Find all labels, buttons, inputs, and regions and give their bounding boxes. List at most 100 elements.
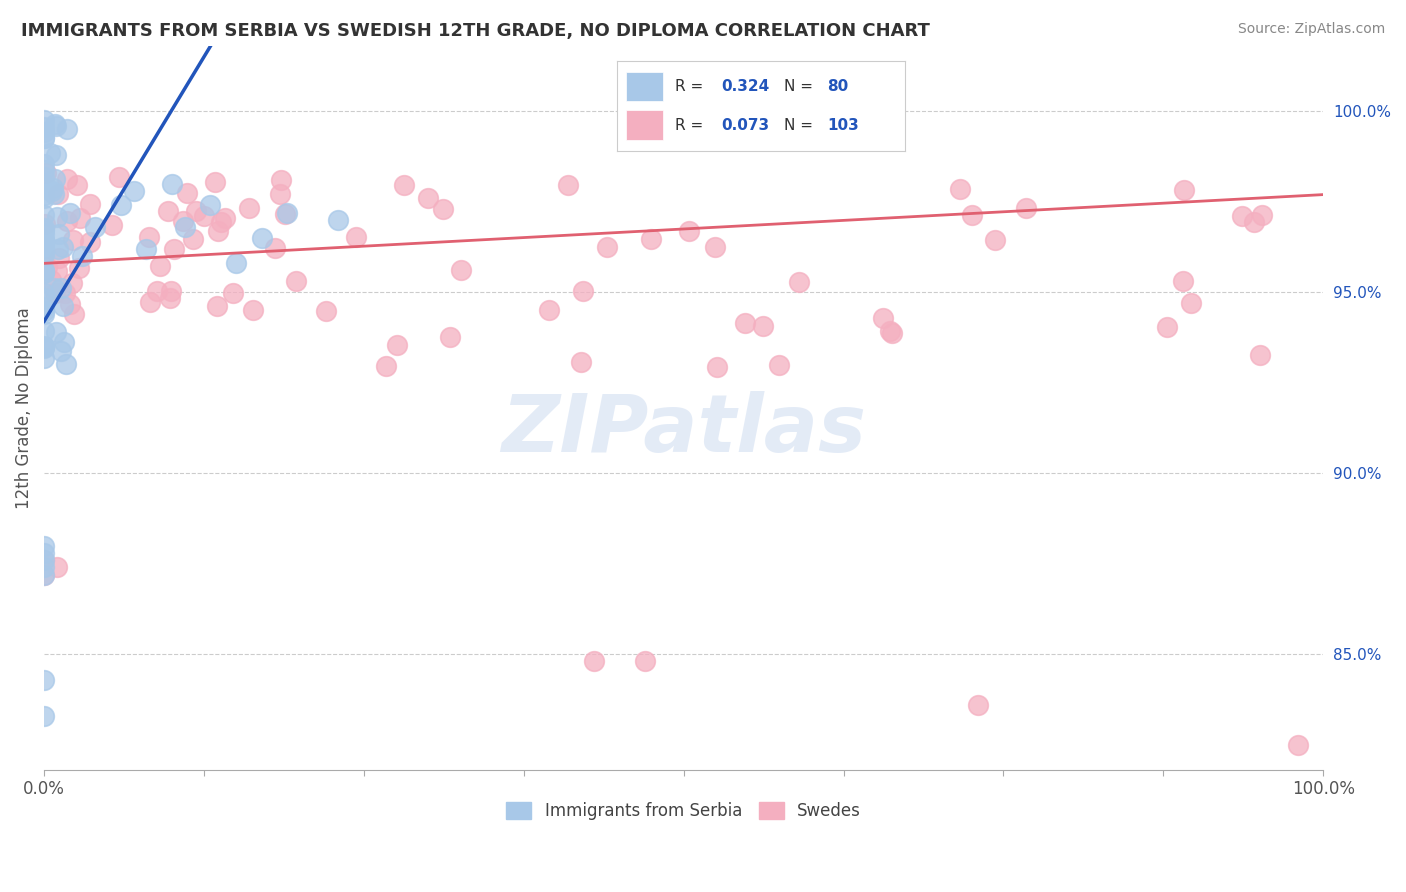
Point bbox=[32, 170, 55, 185]
Point bbox=[48, 252, 70, 266]
Point bbox=[53, 285, 76, 300]
Point bbox=[1015, 201, 1038, 215]
Point bbox=[139, 294, 162, 309]
Point bbox=[149, 259, 172, 273]
Point bbox=[787, 275, 810, 289]
Point bbox=[59, 205, 82, 219]
Point bbox=[41, 184, 63, 198]
Point bbox=[42, 187, 65, 202]
Point bbox=[276, 205, 298, 219]
Point bbox=[32, 191, 55, 205]
Point bbox=[879, 324, 901, 338]
Point bbox=[263, 241, 285, 255]
Point bbox=[752, 319, 775, 334]
Point bbox=[45, 325, 67, 339]
Text: ZIPatlas: ZIPatlas bbox=[501, 391, 866, 469]
Point bbox=[32, 673, 55, 687]
Point bbox=[238, 201, 260, 215]
Point bbox=[32, 304, 55, 318]
Point bbox=[34, 166, 56, 180]
Point bbox=[32, 567, 55, 582]
Point bbox=[67, 261, 90, 276]
Point bbox=[315, 304, 337, 318]
Point bbox=[32, 227, 55, 241]
Point bbox=[32, 220, 55, 235]
Text: IMMIGRANTS FROM SERBIA VS SWEDISH 12TH GRADE, NO DIPLOMA CORRELATION CHART: IMMIGRANTS FROM SERBIA VS SWEDISH 12TH G… bbox=[21, 22, 929, 40]
Point bbox=[270, 173, 292, 187]
Point bbox=[66, 178, 89, 192]
Point bbox=[69, 211, 91, 226]
Point bbox=[46, 264, 69, 278]
Point bbox=[768, 358, 790, 372]
Y-axis label: 12th Grade, No Diploma: 12th Grade, No Diploma bbox=[15, 307, 32, 509]
Point bbox=[1173, 274, 1195, 288]
Point bbox=[138, 230, 160, 244]
Point bbox=[569, 355, 592, 369]
Point bbox=[51, 344, 73, 359]
Point bbox=[1230, 209, 1253, 223]
Point bbox=[32, 223, 55, 237]
Point bbox=[344, 230, 367, 244]
Point bbox=[159, 291, 181, 305]
Point bbox=[52, 240, 75, 254]
Point bbox=[583, 655, 606, 669]
Point bbox=[160, 284, 183, 298]
Point bbox=[32, 125, 55, 139]
Point bbox=[160, 177, 183, 191]
Point bbox=[32, 325, 55, 339]
Point bbox=[39, 273, 62, 287]
Point bbox=[32, 265, 55, 279]
Point bbox=[1243, 214, 1265, 228]
Point bbox=[222, 285, 245, 300]
Point bbox=[32, 157, 55, 171]
Point bbox=[173, 220, 195, 235]
Point bbox=[122, 184, 145, 198]
Point bbox=[45, 560, 67, 574]
Point bbox=[439, 329, 461, 343]
Point bbox=[32, 248, 55, 262]
Point bbox=[640, 232, 662, 246]
Point bbox=[101, 218, 124, 232]
Point bbox=[207, 299, 229, 313]
Point bbox=[45, 147, 67, 161]
Text: Source: ZipAtlas.com: Source: ZipAtlas.com bbox=[1237, 22, 1385, 37]
Point bbox=[734, 317, 756, 331]
Point bbox=[432, 202, 454, 217]
Point bbox=[32, 244, 55, 259]
Point bbox=[193, 209, 215, 223]
Point bbox=[63, 307, 86, 321]
Point bbox=[32, 163, 55, 178]
Point bbox=[207, 223, 229, 237]
Point bbox=[32, 560, 55, 574]
Point bbox=[52, 299, 75, 313]
Point bbox=[882, 326, 904, 341]
Point bbox=[32, 539, 55, 553]
Point bbox=[32, 338, 55, 352]
Point bbox=[1249, 348, 1271, 362]
Point bbox=[62, 233, 84, 247]
Point bbox=[32, 351, 55, 366]
Point bbox=[32, 340, 55, 354]
Point bbox=[72, 249, 94, 263]
Point bbox=[135, 242, 157, 256]
Point bbox=[32, 262, 55, 277]
Point bbox=[596, 240, 619, 254]
Point bbox=[44, 280, 66, 294]
Point bbox=[32, 113, 55, 128]
Point bbox=[44, 172, 66, 186]
Point bbox=[107, 169, 129, 184]
Point bbox=[571, 284, 593, 298]
Point bbox=[967, 698, 990, 712]
Point bbox=[32, 235, 55, 249]
Point bbox=[32, 130, 55, 145]
Point bbox=[328, 213, 350, 227]
Point bbox=[32, 291, 55, 305]
Point bbox=[450, 262, 472, 277]
Point bbox=[49, 280, 72, 294]
Point bbox=[32, 266, 55, 280]
Point bbox=[250, 231, 273, 245]
Point bbox=[48, 186, 70, 201]
Point bbox=[46, 242, 69, 256]
Point bbox=[32, 546, 55, 560]
Point bbox=[269, 186, 291, 201]
